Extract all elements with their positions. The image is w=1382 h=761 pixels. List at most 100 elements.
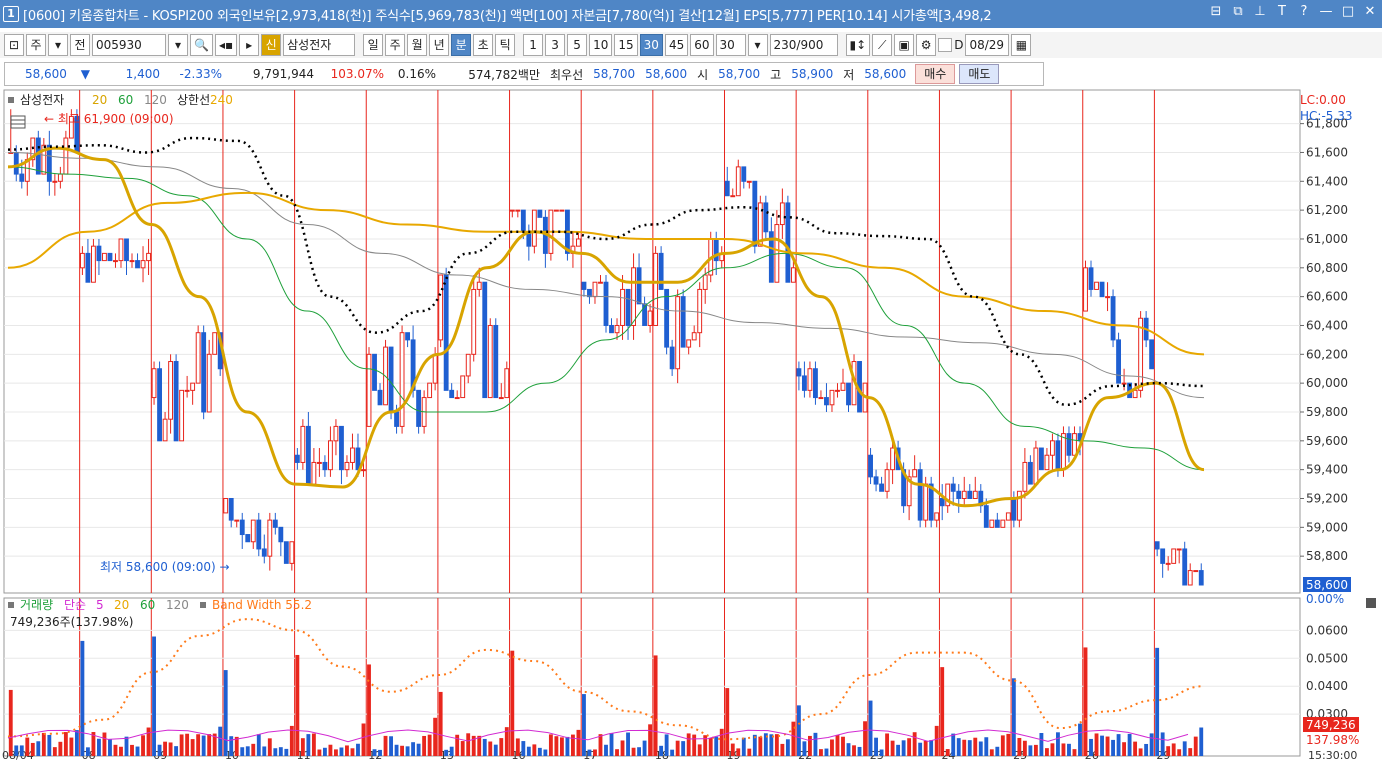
candle-down [135,260,140,269]
candle-up [631,267,636,326]
calendar-icon[interactable]: ▦ [1011,34,1032,56]
pin-icon[interactable]: ⊥ [1254,4,1266,19]
volume-bar [984,737,989,756]
layout-icon[interactable]: ⊟ [1210,4,1222,19]
restore-window-icon[interactable]: ⧉ [1233,4,1243,19]
date-check-label: D [954,38,964,52]
candle-up [515,209,521,212]
volume-bar [653,655,658,756]
volume-bar [1050,743,1055,756]
sound-icon[interactable]: ◂▪ [214,34,238,56]
volume-ratio: 103.07% [330,67,384,81]
period-second-button[interactable]: 초 [473,34,494,56]
volume-bar [1006,733,1011,756]
bar-count-input[interactable]: 230/900 [769,34,838,56]
candle-up [432,353,438,384]
legend-ma-label: 120 [144,93,167,107]
interval-select[interactable]: 30 [715,34,746,56]
candle-down [339,425,344,471]
interval-10-button[interactable]: 10 [589,34,613,56]
candle-up [1165,562,1171,565]
high-price-annotation: ← 최고 61,900 (09:00) [44,112,174,126]
interval-dropdown-icon[interactable]: ▾ [747,34,768,56]
period-year-button[interactable]: 년 [429,34,450,56]
interval-5-button[interactable]: 5 [567,34,588,56]
candle-down [1154,541,1160,550]
period-month-button[interactable]: 월 [407,34,428,56]
low-price: 58,600 [864,67,907,81]
period-day-button[interactable]: 일 [363,34,384,56]
market-dropdown-icon[interactable]: ▾ [48,34,68,56]
volume-bar [576,729,581,756]
interval-60-button[interactable]: 60 [690,34,714,56]
price-axis-label: 60,400 [1306,318,1348,332]
date-input[interactable]: 08/29 [965,34,1010,56]
candle-up [614,324,620,334]
volume-bar [36,741,41,756]
candle-down [868,454,873,478]
interval-45-button[interactable]: 45 [664,34,689,56]
period-minute-button[interactable]: 분 [451,34,472,56]
candle-up [399,332,405,427]
volume-bar [515,738,520,756]
candle-up [206,353,212,413]
candle-up [1005,512,1011,521]
price-axis-label: 61,400 [1306,174,1348,188]
font-size-icon[interactable]: T [1278,4,1286,19]
volume-bar [604,744,608,756]
maximize-button[interactable]: □ [1341,4,1355,19]
market-select[interactable]: 주 [26,34,46,56]
close-button[interactable]: ✕ [1364,4,1376,19]
candle-down [493,324,499,399]
code-dropdown-icon[interactable]: ▾ [168,34,188,56]
interval-30-button[interactable]: 30 [639,34,663,56]
candle-down [813,368,818,399]
candle-down [752,180,758,247]
volume-bar [1072,749,1077,756]
volume-bar [962,739,967,756]
window-number-badge[interactable]: 1 [3,6,19,22]
buy-button[interactable]: 매수 [915,64,956,84]
volume-bar [8,689,13,756]
trendline-icon[interactable]: ⟋ [872,34,893,56]
candle-up [151,368,157,399]
volume-bar [1155,647,1160,756]
interval-15-button[interactable]: 15 [614,34,638,56]
candle-up [344,461,350,471]
volume-bar [642,740,647,756]
new-listing-badge[interactable]: 신 [261,34,282,56]
candle-down [449,389,455,399]
chart-toolbar: ⊡ 주 ▾ 전 005930 ▾ 🔍 ◂▪ ▸ 신 삼성전자 일 주 월 년 분… [0,32,1382,58]
volume-bar [245,746,250,756]
prev-select[interactable]: 전 [70,34,90,56]
price-volume-chart[interactable]: 61,800 61,600 61,400 61,200 61,000 60,800 60,6… [0,88,1382,761]
minimize-button[interactable]: — [1319,4,1333,19]
volume-bar [438,691,443,756]
volume-bar [284,748,289,756]
volume-bar [1061,743,1066,756]
interval-3-button[interactable]: 3 [545,34,566,56]
data-table-icon [10,115,26,129]
prev-stock-icon[interactable]: ▸ [239,34,260,56]
volume-bar [262,746,267,756]
search-icon[interactable]: 🔍 [190,34,213,56]
turnover-rate: 0.16% [397,67,436,81]
save-icon[interactable]: ▣ [894,34,915,56]
sell-button[interactable]: 매도 [959,64,1000,84]
candle-up [686,339,692,348]
period-week-button[interactable]: 주 [385,34,406,56]
price-axis-label: 61,200 [1306,203,1348,217]
indicator-icon[interactable]: ▮↕ [845,34,871,56]
volume-bar [923,740,928,756]
date-checkbox[interactable] [938,38,953,52]
lc-label: LC:0.00 [1300,93,1346,107]
period-tick-button[interactable]: 틱 [495,34,516,56]
candle-down [1066,433,1072,456]
settings-gear-icon[interactable]: ⚙ [916,34,937,56]
stock-code-input[interactable]: 005930 [92,34,166,56]
help-icon[interactable]: ? [1300,4,1308,19]
quote-bar: 58,600 ▼ 1,400 -2.33% 9,791,944 103.07% … [4,62,1044,86]
interval-1-button[interactable]: 1 [523,34,544,56]
volume-bar [135,746,140,756]
screen-menu-icon[interactable]: ⊡ [4,34,24,56]
